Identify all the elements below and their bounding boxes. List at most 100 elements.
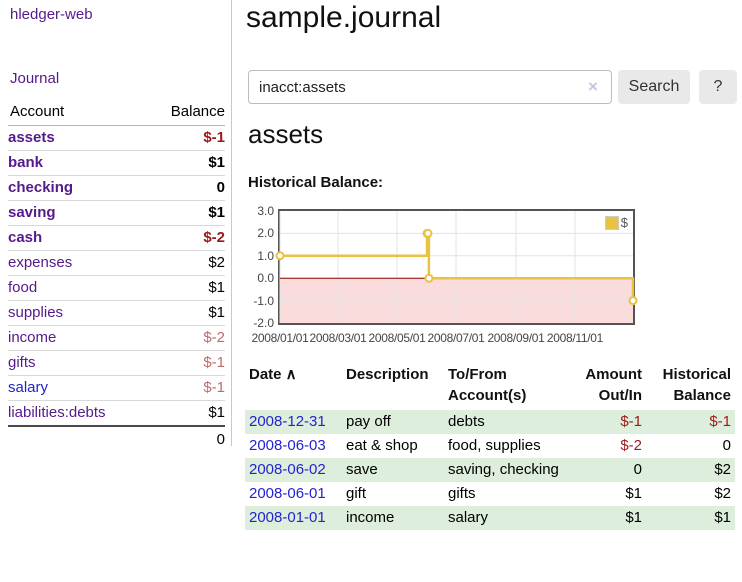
register-column-header: Historical Balance [646,362,735,410]
y-axis-tick-label: 3.0 [257,204,274,218]
sidebar-item-journal[interactable]: Journal [10,70,60,87]
transaction-description-cell: save [346,461,378,478]
account-balance: 0 [145,175,225,201]
accounts-balance-table: Account Balance assets $-1 bank $1 checking 0… [8,100,225,452]
transaction-description-cell: pay off [346,413,391,430]
sort-ascending-icon[interactable]: ∧ [281,366,297,383]
account-balance: $2 [145,250,225,276]
register-column-label: Description [346,366,429,383]
register-column-label: To/From Account(s) [448,366,527,404]
x-axis-tick-label: 2008/07/01 [427,331,485,345]
account-row: saving $1 [8,200,225,226]
transaction-balance-cell: $2 [714,485,731,502]
register-column-header: Amount Out/In [568,362,646,410]
transaction-date-link[interactable]: 2008-06-03 [249,437,326,454]
account-balance: $-2 [145,225,225,251]
main-content: sample.journal × Search ? assets Histori… [245,0,742,582]
account-row: assets $-1 [8,125,225,151]
data-point-marker [628,296,638,306]
account-balance: $1 [145,200,225,226]
x-axis-tick-label: 2008/05/01 [368,331,426,345]
register-column-header[interactable]: Date ∧ [245,362,342,410]
account-row: food $1 [8,275,225,301]
register-column-header: To/From Account(s) [444,362,568,410]
account-link[interactable]: saving [8,204,56,221]
transaction-date-link[interactable]: 2008-12-31 [249,413,326,430]
transaction-date-link-cell: 2008-06-01 [245,482,342,506]
account-row: checking 0 [8,175,225,201]
chart-plot-area: $ [275,209,638,325]
account-link[interactable]: supplies [8,304,64,321]
y-axis-tick-label: -1.0 [253,293,274,308]
account-link[interactable]: assets [8,129,55,146]
transaction-accounts-cell: salary [448,509,489,526]
account-balance: $-1 [145,375,225,401]
account-balance: $1 [145,275,225,301]
account-row: income $-2 [8,325,225,351]
transaction-date-link-cell: 2008-06-03 [245,434,342,458]
account-row: gifts $-1 [8,350,225,376]
search-button[interactable]: Search [618,70,690,104]
transaction-date-link[interactable]: 2008-01-01 [249,509,326,526]
account-heading: assets [248,119,324,149]
help-button[interactable]: ? [699,70,737,104]
x-axis-tick-label: 2008/01/01 [251,331,309,345]
chart-title: Historical Balance: [248,174,384,191]
account-link[interactable]: checking [8,179,74,196]
account-link[interactable]: salary [8,379,49,396]
transaction-description-cell: eat & shop [346,437,418,454]
register-column-label: Date [249,366,282,383]
chart-legend: $ [604,215,628,230]
account-link[interactable]: bank [8,154,44,171]
account-link[interactable]: gifts [8,354,36,371]
account-link[interactable]: expenses [8,254,73,271]
transaction-balance-cell: $2 [714,461,731,478]
transaction-date-link-cell: 2008-06-02 [245,458,342,482]
account-link[interactable]: income [8,329,57,346]
x-axis-tick-label: 2008/11/01 [546,331,604,345]
legend-label: $ [620,215,628,230]
account-balance: $1 [145,150,225,176]
legend-color-swatch [604,215,619,230]
transaction-date-link[interactable]: 2008-06-01 [249,485,326,502]
account-balance: $-1 [145,350,225,376]
transaction-row: 2008-06-01 gift gifts $1 $2 [245,482,735,506]
clear-search-icon[interactable]: × [588,77,598,96]
data-point-marker [423,228,433,238]
y-axis-tick-label: 0.0 [257,271,274,286]
transaction-row: 2008-06-02 save saving, checking 0 $2 [245,458,735,482]
transaction-row: 2008-01-01 income salary $1 $1 [245,506,735,530]
total-row: 0 [8,425,225,452]
register-column-header: Description [342,362,444,410]
account-balance: $1 [145,400,225,427]
x-axis-tick-label: 2008/09/01 [487,331,545,345]
account-balance: $1 [145,300,225,326]
transaction-date-link-cell: 2008-01-01 [245,506,342,530]
x-axis-tick-label: 2008/03/01 [309,331,367,345]
y-axis-tick-label: 1.0 [257,248,274,263]
transaction-accounts-cell: food, supplies [448,437,541,454]
transaction-amount-cell: $1 [625,485,642,502]
register-column-label: Amount Out/In [585,366,642,404]
account-link[interactable]: food [8,279,38,296]
transaction-accounts-cell: gifts [448,485,476,502]
transaction-amount-cell: $-2 [620,437,642,454]
account-row: liabilities:debts $1 [8,400,225,427]
account-balance: $-2 [145,325,225,351]
account-row: cash $-2 [8,225,225,251]
transaction-amount-cell: 0 [633,461,642,478]
page-title: sample.journal [246,1,442,34]
transaction-description-cell: gift [346,485,367,502]
account-balance: $-1 [145,125,225,151]
register-table-header: Date ∧ Description To/From Account(s) Amoun… [245,362,735,410]
transaction-balance-cell: $1 [714,509,731,526]
account-row: salary $-1 [8,375,225,401]
search-input[interactable] [248,70,612,104]
y-axis-tick-label: -2.0 [253,316,274,330]
transaction-date-link[interactable]: 2008-06-02 [249,461,326,478]
total-spacer [8,425,146,452]
transaction-accounts-cell: saving, checking [448,461,559,478]
app-brand-link[interactable]: hledger-web [10,6,93,23]
account-link[interactable]: cash [8,229,43,246]
account-link[interactable]: liabilities:debts [8,404,106,421]
